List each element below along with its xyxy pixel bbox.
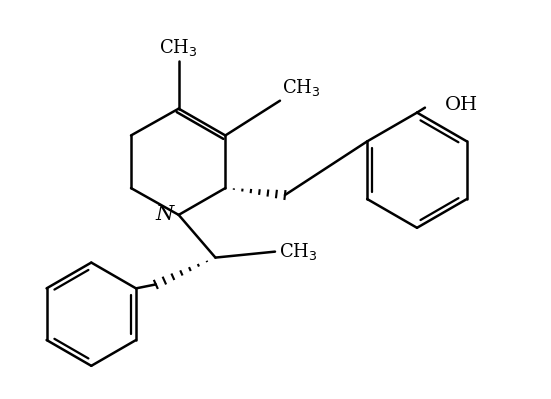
Text: N: N [155, 205, 174, 224]
Text: OH: OH [445, 96, 478, 114]
Text: CH$_3$: CH$_3$ [282, 77, 321, 98]
Text: CH$_3$: CH$_3$ [279, 241, 317, 262]
Text: CH$_3$: CH$_3$ [159, 37, 198, 58]
